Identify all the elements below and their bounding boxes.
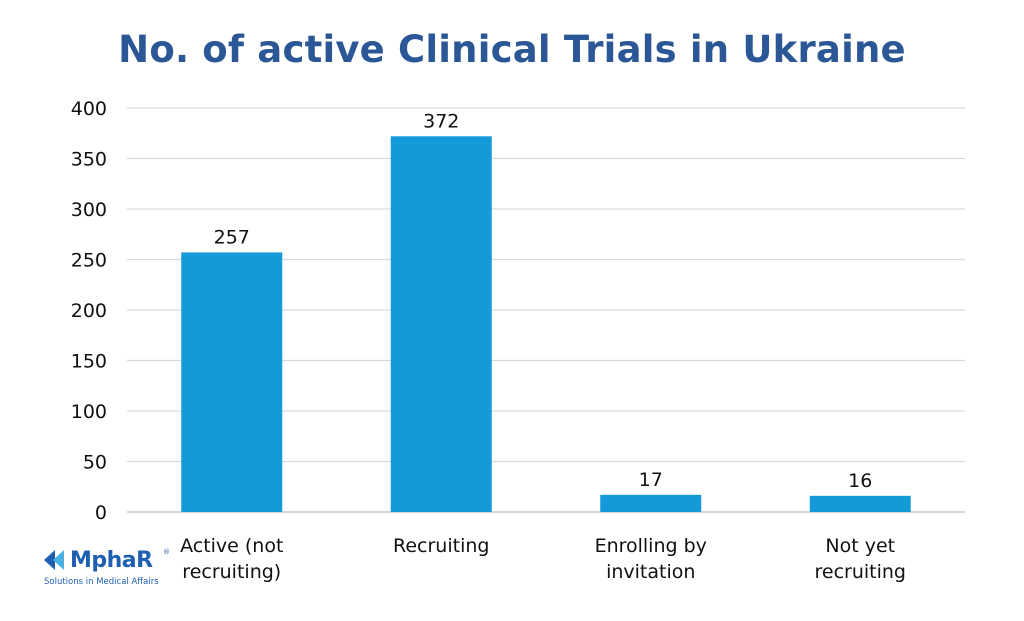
logo-name: MphaR (70, 548, 153, 573)
mphar-logo: MphaR ® Solutions in Medical Affairs (44, 548, 174, 592)
y-tick-label: 150 (71, 351, 107, 373)
x-category-label: Enrolling by invitation (595, 535, 707, 583)
mphar-logo-icon (44, 550, 64, 570)
data-label: 372 (423, 110, 459, 132)
y-tick-label: 400 (71, 98, 107, 120)
y-tick-label: 50 (83, 452, 107, 474)
chart-title: No. of active Clinical Trials in Ukraine (118, 28, 906, 71)
data-label: 16 (848, 470, 872, 492)
y-tick-label: 300 (71, 199, 107, 221)
x-category-label: Not yet recruiting (815, 535, 907, 583)
bar (809, 495, 911, 512)
data-label: 17 (639, 469, 663, 491)
y-tick-label: 350 (71, 149, 107, 171)
x-category-label: Recruiting (393, 535, 489, 557)
data-label: 257 (214, 226, 250, 248)
bar (600, 494, 702, 512)
logo-tagline: Solutions in Medical Affairs (44, 577, 159, 587)
y-tick-label: 0 (95, 502, 107, 524)
bar (181, 252, 283, 512)
y-tick-label: 200 (71, 300, 107, 322)
y-tick-label: 250 (71, 250, 107, 272)
y-tick-label: 100 (71, 401, 107, 423)
x-category-label: Active (not recruiting) (180, 535, 283, 583)
bar (390, 136, 492, 512)
logo-registered-mark: ® (163, 548, 170, 556)
